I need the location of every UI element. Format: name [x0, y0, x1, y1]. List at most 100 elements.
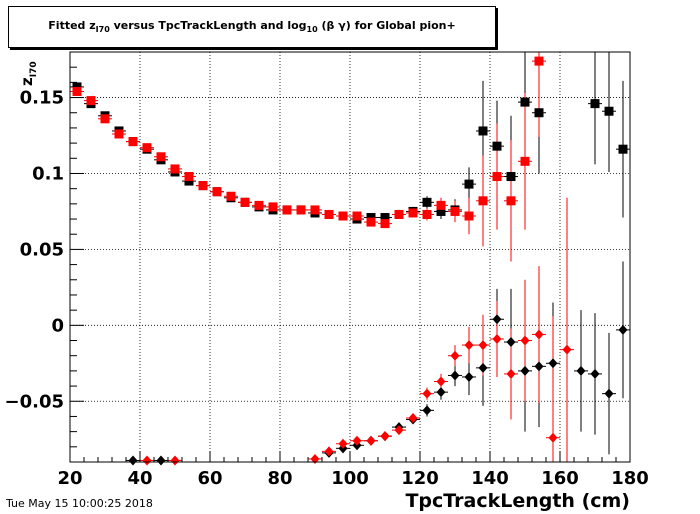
data-point-square	[492, 172, 502, 182]
data-point-diamond	[310, 453, 320, 464]
title-text: Fitted zI70 versus TpcTrackLength and lo…	[48, 19, 456, 35]
y-tick-label: 0.15	[20, 88, 64, 109]
data-point-square	[464, 211, 474, 221]
x-axis-label: TpcTrackLength (cm)	[405, 490, 630, 512]
data-point-square	[590, 99, 600, 109]
data-point-diamond	[506, 337, 516, 348]
data-point-square	[366, 213, 376, 223]
data-point-diamond	[142, 455, 152, 466]
data-point-square	[156, 152, 166, 162]
data-point-square	[100, 114, 110, 124]
data-point-square	[478, 126, 488, 136]
data-point-diamond	[576, 365, 586, 376]
data-point-diamond	[548, 358, 558, 369]
data-point-diamond	[128, 455, 138, 466]
data-point-square	[184, 172, 194, 182]
data-point-square	[394, 209, 404, 219]
data-point-square	[380, 219, 390, 229]
data-point-diamond	[338, 438, 348, 449]
data-point-diamond	[408, 412, 418, 423]
data-point-square	[198, 181, 208, 191]
tick-labels: 20 40 60 80 100 120 140 160 180 −0.05 0 0.05 0.1 0.15	[5, 88, 649, 489]
timestamp: Tue May 15 10:00:25 2018	[6, 497, 153, 510]
data-point-square	[520, 156, 530, 166]
data-point-square	[604, 106, 614, 116]
data-point-diamond	[548, 432, 558, 443]
axis-ticks	[69, 66, 631, 463]
data-point-diamond	[562, 344, 572, 355]
data-point-square	[72, 86, 82, 96]
data-point-diamond	[156, 455, 166, 466]
data-point-square	[324, 209, 334, 219]
data-point-square	[254, 200, 264, 210]
data-point-square	[366, 217, 376, 227]
data-point-diamond	[450, 350, 460, 361]
data-point-diamond	[492, 314, 502, 325]
data-point-diamond	[534, 361, 544, 372]
data-markers	[72, 56, 628, 466]
data-point-square	[226, 191, 236, 201]
data-point-square	[380, 213, 390, 223]
x-tick-label: 180	[611, 468, 649, 489]
data-point-square	[114, 129, 124, 139]
data-point-diamond	[394, 425, 404, 436]
data-point-diamond	[324, 446, 334, 457]
data-point-diamond	[520, 365, 530, 376]
data-point-square	[506, 196, 516, 206]
y-tick-label: 0.1	[32, 163, 64, 184]
data-point-diamond	[422, 388, 432, 399]
data-point-diamond	[492, 334, 502, 344]
data-point-diamond	[534, 329, 544, 340]
data-point-square	[436, 206, 446, 216]
grid	[70, 52, 630, 462]
data-point-square	[422, 209, 432, 219]
x-tick-label: 100	[331, 468, 369, 489]
data-point-square	[212, 187, 222, 197]
data-point-square	[520, 97, 530, 107]
data-point-square	[184, 176, 194, 186]
data-point-diamond	[590, 368, 600, 379]
y-axis-label: zI70	[18, 61, 39, 86]
data-point-diamond	[464, 371, 474, 382]
data-point-square	[506, 172, 516, 182]
y-tick-label: −0.05	[5, 391, 65, 412]
data-point-diamond	[366, 435, 376, 446]
data-point-square	[478, 196, 488, 206]
y-tick-label: 0	[51, 315, 64, 336]
data-point-square	[72, 82, 82, 92]
data-point-diamond	[520, 335, 530, 346]
data-point-square	[534, 108, 544, 118]
x-tick-label: 60	[197, 468, 222, 489]
data-point-diamond	[618, 324, 628, 335]
y-tick-label: 0.05	[20, 239, 64, 260]
data-point-diamond	[464, 340, 474, 351]
data-point-diamond	[436, 376, 446, 387]
x-tick-label: 40	[127, 468, 152, 489]
data-point-diamond	[380, 431, 390, 442]
x-tick-label: 120	[401, 468, 439, 489]
data-point-square	[268, 202, 278, 212]
data-point-square	[310, 205, 320, 215]
data-point-square	[436, 200, 446, 210]
data-point-square	[352, 211, 362, 221]
data-point-square	[534, 56, 544, 66]
data-point-diamond	[352, 435, 362, 446]
data-point-diamond	[422, 405, 432, 416]
x-tick-label: 160	[541, 468, 579, 489]
data-point-square	[408, 208, 418, 218]
data-point-square	[128, 137, 138, 147]
data-point-square	[296, 205, 306, 215]
data-point-square	[170, 164, 180, 174]
data-point-square	[338, 211, 348, 221]
data-point-diamond	[506, 368, 516, 379]
data-point-diamond	[478, 340, 488, 351]
data-point-diamond	[604, 388, 614, 399]
data-point-square	[86, 96, 96, 106]
data-point-square	[492, 141, 502, 151]
data-point-diamond	[170, 455, 180, 466]
data-point-square	[282, 205, 292, 215]
data-point-diamond	[478, 362, 488, 373]
x-tick-label: 140	[471, 468, 509, 489]
data-point-diamond	[450, 370, 460, 381]
